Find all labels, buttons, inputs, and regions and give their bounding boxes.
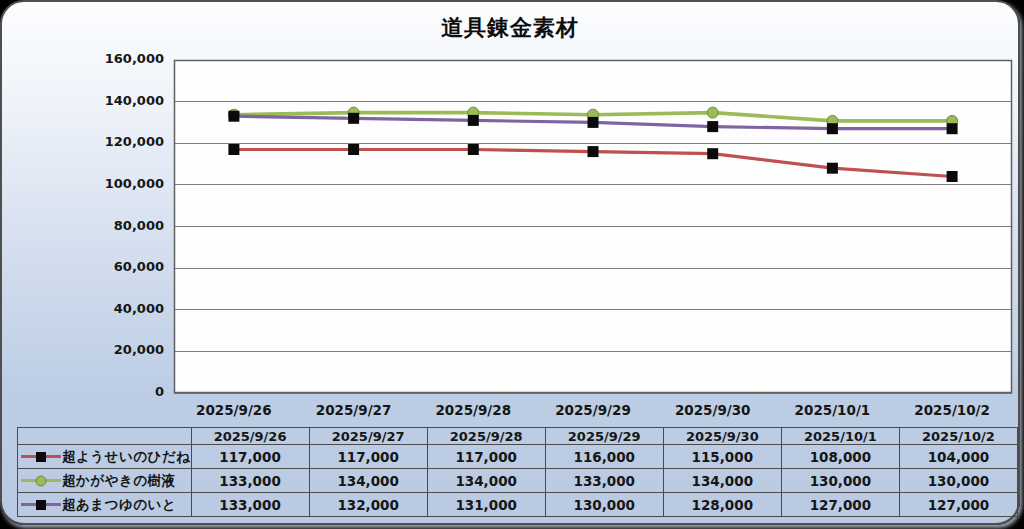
table-value-cell: 104,000 <box>899 445 1017 469</box>
table-row: 超かがやきの樹液133,000134,000134,000133,000134,… <box>18 469 1018 493</box>
table-date-header: 2025/10/1 <box>781 428 899 445</box>
y-axis-tick-label: 60,000 <box>62 259 164 277</box>
series-marker <box>947 171 958 182</box>
y-axis-tick-label: 40,000 <box>62 301 164 319</box>
x-axis-tick-label: 2025/9/28 <box>413 398 533 422</box>
legend-cell: 超かがやきの樹液 <box>18 469 192 493</box>
table-date-header: 2025/9/29 <box>545 428 663 445</box>
table-value-cell: 133,000 <box>191 469 309 493</box>
legend-cell: 超ようせいのひだね <box>18 445 192 469</box>
table-value-cell: 130,000 <box>899 469 1017 493</box>
series-marker <box>228 111 239 122</box>
series-marker <box>348 144 359 155</box>
table-row: 超あまつゆのいと 133,000132,000131,000130,000128,… <box>18 493 1018 517</box>
table-header-row: 2025/9/262025/9/272025/9/282025/9/292025… <box>18 428 1018 445</box>
table-date-header: 2025/9/27 <box>309 428 427 445</box>
series-marker <box>707 121 718 132</box>
table-value-cell: 133,000 <box>191 493 309 517</box>
series-marker <box>827 163 838 174</box>
series-marker <box>707 107 718 118</box>
table-value-cell: 127,000 <box>899 493 1017 517</box>
series-marker <box>588 117 599 128</box>
y-axis-tick-label: 140,000 <box>62 93 164 111</box>
legend-symbol <box>20 474 62 488</box>
table-value-cell: 134,000 <box>663 469 781 493</box>
series-marker <box>588 146 599 157</box>
table-value-cell: 132,000 <box>309 493 427 517</box>
plot-area <box>174 60 1012 393</box>
x-axis-tick-label: 2025/10/1 <box>773 398 893 422</box>
series-marker <box>827 123 838 134</box>
legend-label: 超ようせいのひだね <box>62 448 191 466</box>
series-marker <box>947 123 958 134</box>
chart-card: 道具錬金素材 0 20,000 40,000 60,000 80,000 100,000 1… <box>0 0 1020 525</box>
table-date-header: 2025/9/30 <box>663 428 781 445</box>
square-marker-icon <box>36 452 46 462</box>
chart-title: 道具錬金素材 <box>2 13 1018 43</box>
x-axis-tick-label: 2025/9/26 <box>174 398 294 422</box>
legend-symbol <box>20 450 62 464</box>
table-value-cell: 127,000 <box>781 493 899 517</box>
table-value-cell: 130,000 <box>781 469 899 493</box>
table-value-cell: 117,000 <box>191 445 309 469</box>
legend-cell: 超あまつゆのいと <box>18 493 192 517</box>
table-corner-cell <box>18 428 192 445</box>
legend-key: 超かがやきの樹液 <box>18 469 191 492</box>
table-value-cell: 115,000 <box>663 445 781 469</box>
line-chart-svg <box>174 60 1012 393</box>
table-row: 超ようせいのひだね117,000117,000117,000116,000115… <box>18 445 1018 469</box>
table-date-header: 2025/10/2 <box>899 428 1017 445</box>
legend-symbol <box>20 498 62 512</box>
y-axis-tick-label: 100,000 <box>62 176 164 194</box>
series-marker <box>348 113 359 124</box>
y-axis-tick-label: 160,000 <box>62 51 164 69</box>
table-value-cell: 116,000 <box>545 445 663 469</box>
x-axis-tick-label: 2025/10/2 <box>892 398 1012 422</box>
y-axis-tick-label: 0 <box>62 384 164 402</box>
legend-label: 超あまつゆのいと <box>62 496 176 514</box>
table-value-cell: 134,000 <box>427 469 545 493</box>
x-axis-tick-label: 2025/9/29 <box>533 398 653 422</box>
table-value-cell: 131,000 <box>427 493 545 517</box>
legend-key: 超あまつゆのいと <box>18 493 191 516</box>
series-marker <box>228 144 239 155</box>
y-axis-tick-label: 20,000 <box>62 342 164 360</box>
series-marker <box>707 148 718 159</box>
table-date-header: 2025/9/28 <box>427 428 545 445</box>
data-table: 2025/9/262025/9/272025/9/282025/9/292025… <box>17 427 1018 517</box>
series-marker <box>468 115 479 126</box>
table-value-cell: 108,000 <box>781 445 899 469</box>
legend-key: 超ようせいのひだね <box>18 445 191 468</box>
table-value-cell: 130,000 <box>545 493 663 517</box>
table-value-cell: 117,000 <box>309 445 427 469</box>
legend-label: 超かがやきの樹液 <box>62 472 176 490</box>
table-value-cell: 128,000 <box>663 493 781 517</box>
table-value-cell: 133,000 <box>545 469 663 493</box>
screenshot-root: { "title": "道具錬金素材", "chart_data": { "ty… <box>0 0 1024 529</box>
table-value-cell: 134,000 <box>309 469 427 493</box>
x-axis-tick-label: 2025/9/30 <box>653 398 773 422</box>
circle-marker-icon <box>36 475 47 486</box>
table-date-header: 2025/9/26 <box>191 428 309 445</box>
series-marker <box>468 144 479 155</box>
square-marker-icon <box>36 500 46 510</box>
x-axis-tick-label: 2025/9/27 <box>294 398 414 422</box>
table-value-cell: 117,000 <box>427 445 545 469</box>
y-axis-tick-label: 120,000 <box>62 134 164 152</box>
y-axis-tick-label: 80,000 <box>62 218 164 236</box>
